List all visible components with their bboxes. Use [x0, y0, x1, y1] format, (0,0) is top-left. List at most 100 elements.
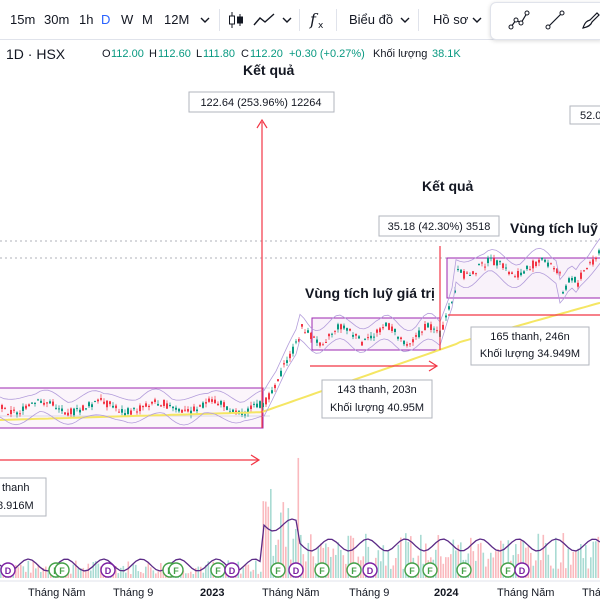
volume-bar — [70, 573, 72, 578]
interval-w-button[interactable]: W — [121, 12, 134, 27]
candle-body — [199, 405, 201, 407]
candle-body — [43, 402, 45, 405]
toolbar-divider — [418, 9, 419, 31]
interval-30m-button[interactable]: 30m — [44, 12, 70, 27]
candle-body — [364, 338, 366, 340]
candle-body — [28, 404, 30, 407]
candle-body — [337, 324, 339, 330]
volume-bar — [342, 555, 345, 578]
volume-bar — [457, 544, 460, 578]
volume-bar — [45, 566, 47, 578]
interval-12m-button[interactable]: 12M — [164, 12, 190, 27]
volume-bar — [420, 534, 422, 578]
event-marker-d — [514, 562, 530, 578]
zone-mid-info-box — [321, 379, 433, 419]
candle-body — [88, 402, 90, 407]
candle-body — [538, 259, 540, 263]
high-label: H — [149, 48, 157, 60]
brush-icon[interactable] — [579, 8, 600, 37]
candle-body — [205, 402, 207, 404]
volume-bar — [327, 547, 330, 578]
volume-bar — [442, 563, 445, 578]
candle-body — [460, 269, 462, 273]
zone-mid-volume: Khối lượng 40.95M — [330, 402, 424, 414]
path-tool-icon[interactable] — [507, 8, 531, 37]
candle-body — [16, 412, 18, 415]
candle-body — [328, 334, 330, 337]
chevron-down-icon[interactable] — [470, 8, 484, 37]
interval-d-button[interactable]: D — [101, 12, 111, 27]
volume-bar — [280, 512, 282, 578]
event-marker-f — [270, 562, 286, 578]
candle-body — [526, 265, 528, 270]
volume-bar — [42, 567, 45, 578]
event-marker-label: F — [275, 566, 281, 576]
volume-bar — [32, 560, 35, 578]
volume-bar — [190, 571, 192, 578]
candle-body — [31, 402, 33, 404]
candle-body — [55, 407, 57, 409]
volume-bar — [537, 533, 540, 578]
volume-bar — [202, 572, 205, 578]
chevron-down-icon[interactable] — [398, 8, 412, 37]
volume-bar — [255, 560, 257, 578]
zone-mid-title: Vùng tích luỹ giá trị — [305, 285, 435, 301]
event-marker-label: D — [519, 566, 526, 576]
volume-bar — [522, 540, 525, 578]
volume-bar — [22, 566, 25, 578]
volume-bar — [117, 573, 120, 578]
candle-body — [499, 261, 501, 263]
volume-bar — [185, 573, 187, 578]
volume-bar — [77, 568, 80, 578]
svg-text:f: f — [309, 10, 319, 29]
volume-bar — [265, 501, 267, 578]
candle-body — [556, 268, 558, 274]
candle-body — [247, 408, 249, 413]
change-value: +0.30 (+0.27%) — [289, 48, 365, 60]
candles-icon[interactable] — [226, 8, 246, 37]
interval-15m-button[interactable]: 15m — [10, 12, 36, 27]
price-chart[interactable]: Kết quả 122.64 (253.96%) 12264 52.0 Kết … — [0, 40, 600, 600]
candle-body — [106, 400, 108, 408]
candle-body — [259, 401, 261, 408]
candle-body — [100, 398, 102, 400]
open-label: O — [102, 48, 111, 60]
candle-body — [430, 324, 432, 330]
candle-body — [448, 306, 450, 310]
candle-body — [322, 344, 324, 346]
fx-icon[interactable]: f x — [307, 8, 329, 37]
event-marker-label: F — [427, 566, 433, 576]
chevron-down-icon[interactable] — [280, 8, 294, 37]
candle-body — [298, 338, 300, 342]
candle-body — [145, 403, 147, 407]
trend-line-icon[interactable] — [543, 8, 567, 37]
interval-m-button[interactable]: M — [142, 12, 153, 27]
volume-bar — [90, 570, 92, 578]
candle-body — [346, 328, 348, 331]
volume-bar — [37, 564, 40, 578]
result-1-measure: 122.64 (253.96%) 12264 — [200, 97, 321, 109]
interval-1h-button[interactable]: 1h — [79, 12, 94, 27]
candle-body — [139, 405, 141, 412]
volume-bar — [92, 562, 95, 578]
chevron-down-icon[interactable] — [198, 8, 212, 37]
volume-bar — [567, 548, 570, 578]
volume-bar — [247, 564, 250, 578]
volume-bar — [492, 557, 495, 578]
volume-bar — [152, 570, 155, 578]
x-axis-label: Tháng Năm — [28, 587, 85, 599]
event-markers: DFFDFFFDFDFFDFFFFD — [0, 562, 530, 578]
volume-bar — [500, 540, 502, 578]
candle-body — [385, 322, 387, 327]
close-value: 112.20 — [250, 48, 283, 60]
candle-body — [574, 277, 576, 283]
line-chart-icon[interactable] — [252, 8, 278, 37]
volume-bar — [282, 502, 285, 578]
volume-bar — [367, 546, 370, 578]
chart-menu-button[interactable]: Biểu đồ — [349, 12, 394, 27]
event-marker-f — [346, 562, 362, 578]
profile-menu-button[interactable]: Hồ sơ — [433, 12, 469, 27]
candle-body — [4, 407, 6, 409]
x-axis-label: Tháng — [582, 587, 600, 599]
volume-bar — [142, 573, 145, 578]
